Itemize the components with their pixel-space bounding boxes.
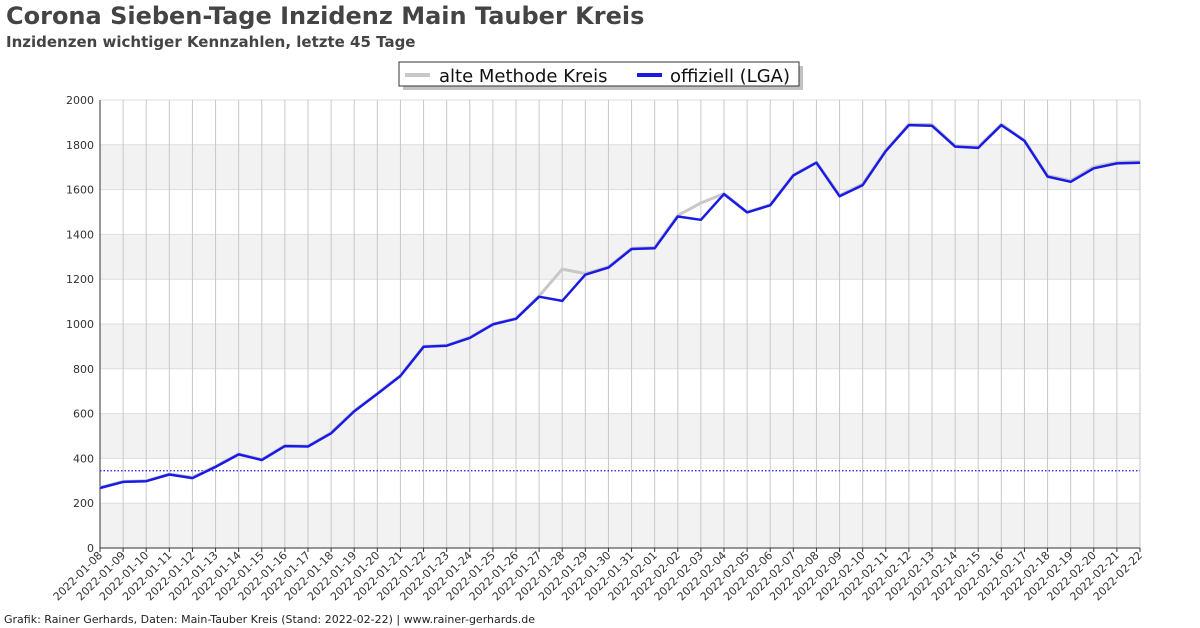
chart-subtitle: Inzidenzen wichtiger Kennzahlen, letzte … [6, 33, 416, 51]
band [100, 324, 1140, 369]
chart-title: Corona Sieben-Tage Inzidenz Main Tauber … [6, 2, 645, 30]
axes [99, 100, 1140, 549]
y-tick-label: 800 [73, 363, 94, 376]
x-axis-ticks: 2022-01-082022-01-092022-01-102022-01-11… [51, 548, 1145, 603]
legend-box [398, 61, 800, 87]
y-tick-label: 1200 [66, 273, 94, 286]
legend-label-offiziell: offiziell (LGA) [670, 66, 790, 87]
grid-lines [99, 99, 1141, 549]
footer-credit: Grafik: Rainer Gerhards, Daten: Main-Tau… [4, 613, 536, 626]
y-tick-label: 2000 [66, 94, 94, 107]
band [100, 503, 1140, 548]
y-tick-label: 1800 [66, 139, 94, 152]
series-line-offiziell [99, 123, 1141, 490]
y-tick-label: 400 [73, 452, 94, 465]
y-tick-label: 600 [73, 408, 94, 421]
y-tick-label: 200 [73, 497, 94, 510]
y-axis-ticks: 0 200 400 600 800 1000 1200 1400 1600 1800 2000 [66, 94, 94, 555]
y-tick-label: 0 [87, 542, 94, 555]
y-tick-label: 1600 [66, 184, 94, 197]
background-bands [100, 144, 1140, 548]
y-tick-label: 1000 [66, 318, 94, 331]
band [100, 144, 1140, 190]
series-lines [99, 122, 1141, 490]
legend-label-alte-methode: alte Methode Kreis [439, 66, 607, 87]
legend: alte Methode Kreis offiziell (LGA) [398, 61, 803, 90]
band [100, 413, 1140, 459]
y-tick-label: 1400 [66, 228, 94, 241]
